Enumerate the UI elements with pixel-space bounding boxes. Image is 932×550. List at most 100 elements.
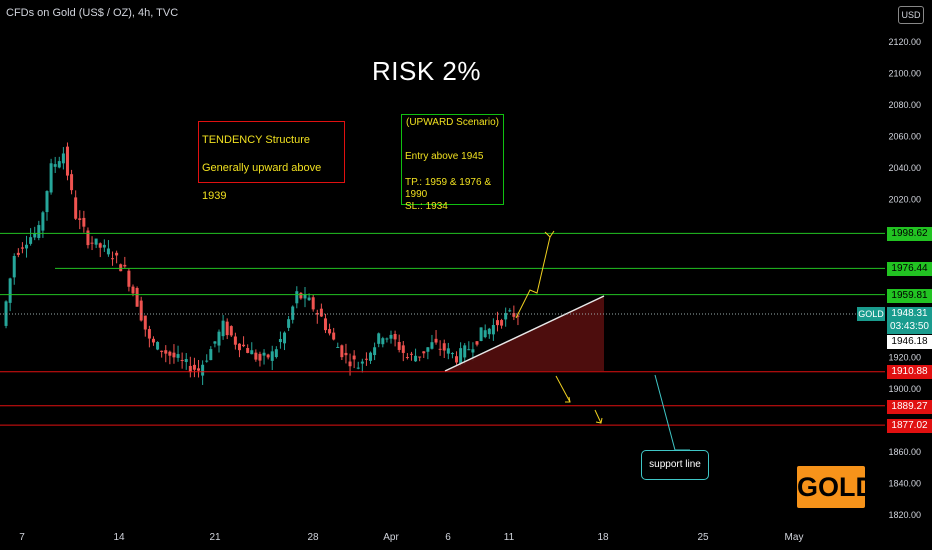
candle-body (475, 341, 479, 345)
candle-body (479, 327, 483, 342)
candle-body (233, 336, 237, 345)
y-tick-label: 2100.00 (888, 69, 921, 79)
candle-body (299, 292, 303, 299)
candle-body (291, 306, 295, 320)
chart-title: CFDs on Gold (US$ / OZ), 4h, TVC (6, 7, 179, 19)
candle-body (377, 333, 381, 344)
candle-body (98, 243, 102, 248)
candle-body (405, 357, 409, 359)
candle-body (418, 356, 422, 358)
candle-body (90, 242, 94, 244)
candle-body (94, 238, 98, 245)
scenario-sl: SL.: 1934 (405, 201, 448, 212)
candle-body (61, 153, 65, 164)
x-tick-label: 28 (307, 532, 319, 543)
down-arrow-2 (594, 409, 602, 424)
y-tick-label: 2020.00 (888, 195, 921, 205)
candle-body (348, 361, 352, 367)
price-tag-1998: 1998.62 (887, 227, 932, 241)
candle-body (16, 252, 20, 255)
candle-body (221, 320, 225, 337)
tendency-text: Generally upward above 1939 (202, 162, 322, 202)
candle-body (336, 346, 340, 348)
arrowhead-down-1 (565, 396, 571, 403)
candle-body (270, 351, 274, 361)
candle-body (352, 355, 356, 360)
candle-body (258, 353, 262, 361)
candle-body (213, 341, 217, 344)
candle-body (381, 338, 385, 345)
tendency-box: TENDENCY Structure Generally upward abov… (198, 121, 345, 202)
candle-body (438, 348, 442, 350)
x-tick-label: 7 (19, 532, 25, 543)
y-tick-label: 2040.00 (888, 163, 921, 173)
candle-body (315, 313, 319, 315)
candle-body (246, 348, 250, 353)
candle-body (360, 361, 364, 364)
candle-body (164, 350, 168, 354)
candle-body (168, 351, 172, 356)
candle-body (414, 355, 418, 362)
candle-body (487, 328, 491, 335)
candle-body (57, 161, 61, 168)
currency-selector[interactable]: USD (898, 6, 924, 24)
candle-body (430, 342, 434, 349)
x-tick-label: 6 (445, 532, 451, 543)
price-tag-current: 1948.31 (887, 307, 932, 321)
candle-body (278, 339, 282, 343)
candle-body (450, 353, 454, 355)
candle-body (442, 343, 446, 351)
gold-logo: GOLD (797, 466, 875, 508)
price-tag-1910: 1910.88 (887, 365, 932, 379)
candle-body (41, 212, 45, 231)
candle-body (307, 297, 311, 301)
scenario-title: (UPWARD Scenario) (406, 117, 499, 128)
candle-body (115, 252, 119, 256)
candle-body (160, 350, 164, 352)
arrowhead-down-2 (595, 417, 603, 424)
candle-body (344, 352, 348, 356)
y-tick-label: 1840.00 (888, 478, 921, 488)
candle-body (373, 347, 377, 356)
candle-body (385, 338, 389, 340)
candle-body (65, 146, 69, 176)
y-tick-label: 1860.00 (888, 447, 921, 457)
candle-body (156, 342, 160, 350)
candle-body (500, 320, 504, 326)
y-tick-label: 2080.00 (888, 100, 921, 110)
candle-body (254, 352, 258, 360)
candle-body (455, 356, 459, 363)
candle-body (53, 164, 57, 167)
candle-body (516, 315, 520, 317)
candle-body (8, 278, 12, 303)
candle-body (295, 291, 299, 304)
candle-body (422, 351, 426, 354)
y-tick-label: 1920.00 (888, 352, 921, 362)
x-tick-label: 21 (209, 532, 221, 543)
y-tick-label: 1900.00 (888, 384, 921, 394)
candle-body (70, 174, 74, 191)
x-tick-label: Apr (383, 532, 399, 543)
candle-body (205, 360, 209, 362)
candle-body (250, 350, 254, 355)
scenario-entry: Entry above 1945 (405, 151, 484, 162)
trendline (444, 295, 605, 372)
candle-body (78, 218, 82, 220)
tendency-title: TENDENCY Structure (202, 134, 310, 146)
candle-body (356, 367, 360, 369)
risk-label: RISK 2% (372, 56, 481, 86)
y-tick-label: 2120.00 (888, 37, 921, 47)
candle-body (495, 320, 499, 326)
scenario-tp: TP.: 1959 & 1976 & 1990 (405, 177, 491, 200)
candle-body (37, 225, 41, 238)
x-tick-label: 25 (697, 532, 709, 543)
candle-body (401, 345, 405, 353)
candle-body (33, 233, 37, 238)
candle-body (237, 343, 241, 351)
support-line-label: support line (641, 450, 709, 480)
candle-body (287, 319, 291, 328)
candle-body (192, 364, 196, 370)
candle-body (332, 332, 336, 340)
candle-body (139, 300, 143, 321)
